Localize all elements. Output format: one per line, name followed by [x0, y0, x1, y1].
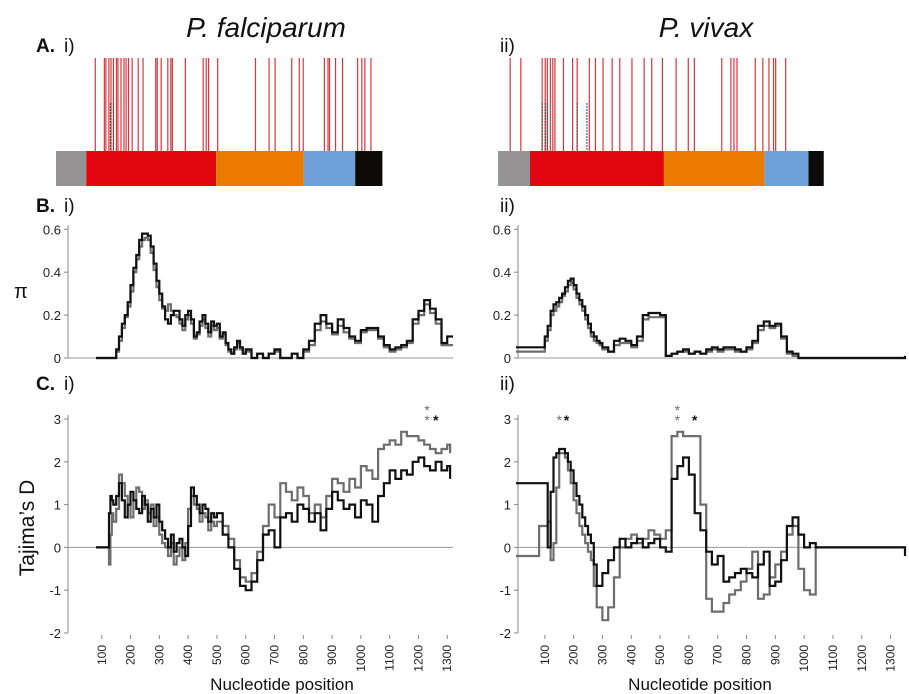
x-tick-label: 300	[595, 645, 609, 665]
y-tick-label: 1	[504, 498, 511, 513]
pi-axis-label: π	[14, 281, 28, 303]
x-tick-label: 900	[325, 645, 339, 665]
panel-c-i-label: i)	[64, 374, 75, 395]
y-tick-label: 0.6	[493, 222, 511, 237]
tajima-axis-label: Tajima’s D	[16, 480, 39, 576]
x-tick-label: 100	[95, 645, 109, 665]
gene-map-vivax	[498, 58, 824, 186]
panel-c-label: C.	[36, 374, 55, 395]
y-tick-label: 0.4	[493, 265, 511, 280]
species-title-left: P. falciparum	[186, 12, 346, 43]
x-tick-label: 800	[296, 645, 310, 665]
pi-chart-falciparum: 0 0.2 0.4 0.6	[43, 222, 453, 366]
significance-asterisk: *	[692, 412, 698, 428]
panel-b-i-label: i)	[64, 196, 75, 217]
significance-asterisk: *	[556, 412, 562, 428]
panel-a-label: A.	[36, 36, 55, 57]
y-tick-label: -1	[499, 583, 511, 598]
x-tick-label: 900	[768, 645, 782, 665]
x-tick-label: 1300	[440, 645, 454, 672]
y-tick-label: 0.6	[43, 222, 61, 237]
y-tick-label: -2	[49, 626, 61, 641]
significance-asterisk: *	[424, 402, 430, 418]
series-line-grey	[96, 236, 453, 360]
x-tick-label: 400	[181, 645, 195, 665]
series-line-grey	[96, 430, 452, 583]
x-tick-label: 200	[124, 645, 138, 665]
y-tick-label: 0	[54, 351, 61, 366]
series-line-black	[96, 456, 452, 592]
y-tick-label: 2	[54, 455, 61, 470]
series-line-black	[96, 232, 453, 360]
panel-b-label: B.	[36, 196, 55, 217]
tajima-chart-vivax: -2 -1 0 1 2 3 100 200 300 400 500 600 700 800 900 1000 1…	[499, 402, 907, 672]
panel-b-ii-label: ii)	[500, 196, 515, 217]
x-tick-label: 1100	[383, 645, 397, 671]
pi-chart-vivax: 0 0.2 0.4 0.6	[493, 222, 907, 366]
species-title-right: P. vivax	[659, 12, 754, 43]
domain-grey	[498, 151, 530, 186]
x-tick-label: 800	[740, 645, 754, 665]
series-line-grey	[516, 281, 905, 360]
x-tick-label: 1300	[884, 645, 898, 672]
domain-blue	[764, 151, 809, 186]
x-tick-label: 100	[538, 645, 552, 665]
domain-grey	[56, 151, 87, 186]
x-tick-label: 300	[152, 645, 166, 665]
domain-orange	[663, 151, 765, 186]
y-tick-label: 0	[54, 540, 61, 555]
panel-a-i-label: i)	[64, 36, 75, 57]
domain-red	[529, 151, 664, 186]
y-tick-label: 3	[54, 412, 61, 427]
domain-blue	[303, 151, 356, 186]
y-tick-label: 3	[504, 412, 511, 427]
x-tick-label: 1200	[855, 645, 869, 672]
panel-a-ii-label: ii)	[500, 36, 515, 57]
x-axis-title-right: Nucleotide position	[628, 675, 772, 694]
x-axis-title-left: Nucleotide position	[210, 675, 354, 694]
tajima-chart-falciparum: -2 -1 0 1 2 3 100 200 300 400 500 600 700 800 900 1000 1…	[49, 402, 454, 672]
x-tick-label: 600	[682, 645, 696, 665]
x-tick-label: 1000	[354, 645, 368, 672]
y-tick-label: -2	[499, 626, 511, 641]
domain-red	[86, 151, 217, 186]
significance-asterisk: *	[433, 412, 439, 428]
domain-black	[355, 151, 383, 186]
y-tick-label: 0	[504, 540, 511, 555]
y-tick-label: 0.2	[493, 308, 511, 323]
x-tick-label: 700	[268, 645, 282, 665]
y-tick-label: 2	[504, 455, 511, 470]
y-tick-label: -1	[49, 583, 61, 598]
x-tick-label: 500	[653, 645, 667, 665]
y-tick-label: 0.4	[43, 265, 61, 280]
domain-orange	[216, 151, 304, 186]
y-tick-label: 0	[504, 351, 511, 366]
significance-asterisk: *	[675, 412, 681, 428]
x-tick-label: 600	[239, 645, 253, 665]
gene-map-falciparum	[56, 58, 383, 186]
significance-asterisk: *	[675, 402, 681, 418]
panel-c-ii-label: ii)	[500, 374, 515, 395]
x-tick-label: 700	[711, 645, 725, 665]
significance-asterisk: *	[564, 412, 570, 428]
x-tick-label: 1000	[797, 645, 811, 672]
series-line-black	[516, 277, 907, 360]
series-line-black	[516, 447, 907, 587]
x-tick-label: 200	[567, 645, 581, 665]
x-tick-label: 1200	[411, 645, 425, 672]
significance-asterisk: *	[424, 412, 430, 428]
x-tick-label: 1100	[826, 645, 840, 671]
domain-black	[808, 151, 824, 186]
x-tick-label: 400	[624, 645, 638, 665]
series-line-grey	[516, 430, 905, 622]
y-tick-label: 1	[54, 498, 61, 513]
x-tick-label: 500	[210, 645, 224, 665]
y-tick-label: 0.2	[43, 308, 61, 323]
